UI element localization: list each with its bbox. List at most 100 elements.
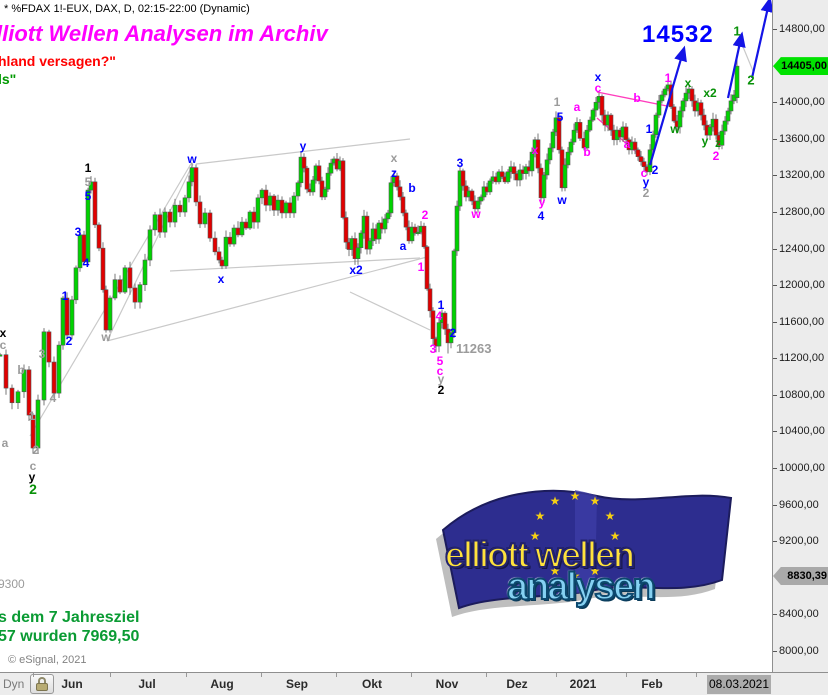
- trendlines: [29, 41, 754, 437]
- month-label: Jul: [138, 677, 156, 691]
- time-tick: [556, 673, 557, 677]
- wave-label: 3: [429, 342, 437, 356]
- price-tick: 12000,00: [773, 279, 828, 293]
- wave-label: z: [715, 136, 721, 150]
- price-tick: 11600,00: [773, 316, 828, 330]
- time-tick: [110, 673, 111, 677]
- wave-label: c: [640, 166, 648, 180]
- svg-text:★: ★: [570, 569, 581, 583]
- candlestick-chart: [0, 0, 772, 454]
- wave-label: c: [29, 459, 37, 473]
- current-date-box: 08.03.2021: [707, 675, 771, 694]
- wave-label: 1: [553, 95, 561, 109]
- svg-text:★: ★: [530, 529, 541, 543]
- wave-label: w: [471, 207, 481, 221]
- symbol-title: * %FDAX 1!-EUX, DAX, D, 02:15-22:00 (Dyn…: [4, 3, 250, 15]
- wave-label: 1: [61, 289, 69, 303]
- svg-text:★: ★: [605, 549, 616, 563]
- wave-label: y: [28, 470, 36, 484]
- logo-text-line2: analysen: [506, 565, 657, 609]
- wave-label: x: [217, 272, 225, 286]
- wave-label: 4: [537, 209, 545, 223]
- price-tick: 10800,00: [773, 389, 828, 403]
- price-tick: 14800,00: [773, 23, 828, 37]
- svg-text:★: ★: [550, 494, 561, 508]
- logo-text-line1: elliott wellen: [444, 533, 636, 576]
- wave-label: 5: [84, 175, 92, 189]
- candle-bodies: [0, 65, 740, 449]
- wave-label: z: [391, 166, 397, 180]
- wave-label: 1: [645, 122, 653, 136]
- green-subtitle: ls": [0, 71, 17, 87]
- svg-text:★: ★: [610, 529, 621, 543]
- wave-label: 2: [651, 163, 659, 177]
- svg-text:★: ★: [590, 494, 601, 508]
- price-tick: 10000,00: [773, 462, 828, 476]
- month-label: Nov: [435, 677, 459, 691]
- wave-label: w: [670, 122, 680, 136]
- wave-label: a: [399, 239, 407, 253]
- price-tick: 8400,00: [773, 608, 828, 622]
- time-axis[interactable]: Dyn Jun Jul Aug Sep Okt Nov Dez 2021 Feb 08.03.2…: [0, 672, 828, 695]
- wave-label: x: [594, 70, 602, 84]
- wave-label: 2: [32, 443, 40, 457]
- wave-label: y: [437, 372, 445, 386]
- archive-heading: lliott Wellen Analysen im Archiv: [0, 21, 328, 46]
- wave-label: y: [701, 134, 709, 148]
- wave-label: 1: [733, 23, 741, 39]
- month-label: Dez: [506, 677, 528, 691]
- svg-text:★: ★: [535, 549, 546, 563]
- wave-label: x2: [703, 86, 717, 100]
- svg-text:★: ★: [570, 489, 581, 503]
- axis-lock-button[interactable]: [30, 674, 54, 694]
- wave-label: 3: [38, 347, 46, 361]
- price-tick: 9600,00: [773, 499, 828, 513]
- wave-label: 1: [417, 260, 425, 274]
- wave-label: y: [538, 195, 546, 209]
- eu-flag-icon: ★ ★ ★ ★ ★ ★ ★ ★ ★ ★ ★ ★: [436, 489, 733, 617]
- wave-label: b: [633, 91, 641, 105]
- wave-label: 5: [436, 354, 444, 368]
- wave-label: a: [573, 100, 581, 114]
- wave-label: a: [623, 137, 631, 151]
- lock-icon: [38, 677, 46, 684]
- price-tick: 12400,00: [773, 243, 828, 257]
- wave-label: w: [101, 330, 111, 344]
- price-tick: 11200,00: [773, 352, 828, 366]
- time-tick: [33, 673, 34, 677]
- time-tick: [186, 673, 187, 677]
- wave-label: c: [0, 338, 7, 352]
- current-price-badge: 14405,00: [773, 57, 828, 76]
- svg-text:★: ★: [550, 564, 561, 578]
- month-label: Aug: [210, 677, 234, 691]
- reference-price-badge: 8830,39: [773, 567, 828, 586]
- wave-label: 1: [664, 71, 672, 85]
- svg-text:★: ★: [590, 564, 601, 578]
- wave-label: y: [299, 139, 307, 153]
- wave-label: 1: [437, 298, 445, 312]
- projection-arrows: [648, 0, 772, 166]
- wave-label: x: [684, 76, 692, 90]
- wave-label: 2: [712, 149, 720, 163]
- price-tick: 13600,00: [773, 133, 828, 147]
- chart-plot-area[interactable]: * %FDAX 1!-EUX, DAX, D, 02:15-22:00 (Dyn…: [0, 0, 772, 672]
- wave-label: 4: [82, 256, 90, 270]
- left-edge-price-label: 9300: [0, 577, 25, 591]
- wave-label: x: [0, 326, 7, 340]
- wave-label: c: [436, 364, 444, 378]
- wave-label: 4: [435, 309, 443, 323]
- goal-text-line1: s dem 7 Jahresziel: [0, 609, 140, 626]
- dyn-mode-label: Dyn: [3, 677, 25, 691]
- svg-text:★: ★: [605, 509, 616, 523]
- target-price-label: 14532: [642, 21, 714, 48]
- price-axis[interactable]: 14800,00 14000,00 13600,00 13200,00 12800,00…: [772, 0, 828, 672]
- elliott-wellen-logo: ★ ★ ★ ★ ★ ★ ★ ★ ★ ★ ★ ★ elliott wellen analysen: [425, 478, 760, 623]
- wave-label: a: [1, 436, 9, 450]
- wave-label: 1: [28, 409, 36, 423]
- month-label: Okt: [361, 677, 383, 691]
- time-tick: [696, 673, 697, 677]
- wave-label: x2: [349, 263, 363, 277]
- wave-label: 3: [74, 225, 82, 239]
- wave-label: x: [390, 151, 398, 165]
